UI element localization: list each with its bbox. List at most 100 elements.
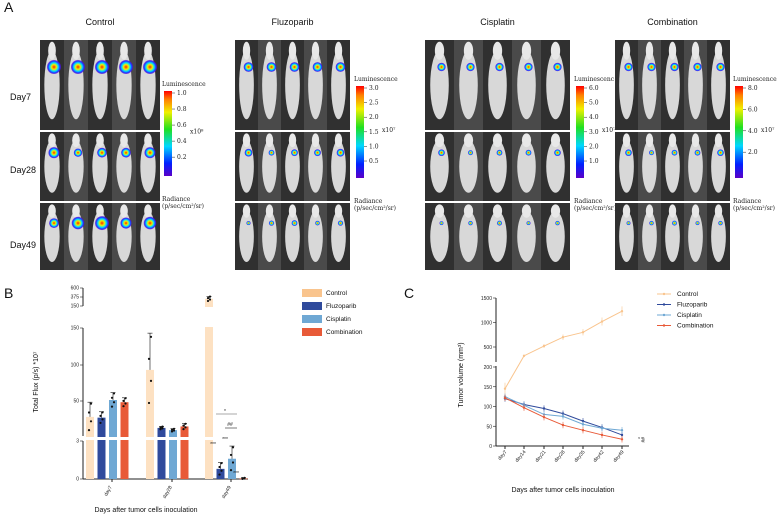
mouse-image (68, 140, 84, 193)
data-point (184, 426, 187, 429)
bioluminescence-signal (49, 218, 59, 229)
mouse-image (711, 211, 726, 262)
y-tick-label: 150 (484, 385, 493, 391)
bioluminescence-signal (337, 220, 344, 226)
mouse-image (546, 140, 565, 193)
data-point (206, 296, 210, 300)
series-line-control (504, 310, 623, 389)
mouse-head (242, 204, 251, 218)
mouse-image (459, 50, 478, 120)
bioluminescence-signal (526, 221, 531, 226)
mouse-image (92, 140, 108, 193)
mouse-head (72, 133, 80, 148)
mouse-head (434, 133, 445, 148)
colorbar-tick-label: 3.0 (589, 129, 599, 136)
mouse-head (242, 133, 251, 148)
mouse-head (96, 133, 104, 148)
bioluminescence-signal (268, 220, 275, 226)
bar-fluzoparib (216, 468, 225, 479)
data-point (159, 426, 162, 429)
data-point (600, 427, 604, 430)
colorbar-tick-label: 1.0 (589, 158, 599, 165)
x-tick-label: day28 (553, 449, 566, 463)
colorbar (356, 86, 364, 178)
x-tick-label: day28 (162, 485, 174, 500)
mouse-image (688, 211, 703, 262)
data-point (110, 405, 114, 408)
mouse-image (517, 211, 536, 262)
colorbar-title: Luminescence (162, 81, 206, 88)
mouse-head (311, 204, 320, 218)
y-tick-label: 1000 (481, 321, 492, 327)
legend-swatch (302, 328, 322, 336)
mouse-head (96, 41, 104, 60)
bar-cisplatin (109, 400, 117, 441)
colorbar (735, 86, 743, 178)
mouse-head (120, 41, 128, 60)
mouse-image (665, 140, 680, 193)
mouse-head (48, 133, 56, 148)
mouse-image (308, 211, 323, 262)
mouse-head (492, 204, 503, 218)
colorbar-unit: Radiance (354, 198, 383, 205)
colorbar (576, 86, 584, 178)
data-point (561, 423, 565, 427)
mouse-image (285, 211, 300, 262)
data-point (620, 438, 624, 441)
mouse-image (642, 140, 657, 193)
mouse-head (144, 133, 152, 148)
x-tick-label: day21 (534, 449, 547, 463)
bioluminescence-signal (291, 220, 298, 227)
colorbar-tick-label: 1.0 (177, 90, 187, 97)
bioluminescence-signal (266, 62, 277, 72)
mouse-image (688, 50, 703, 120)
bioluminescence-signal (626, 221, 631, 226)
bioluminescence-signal (47, 60, 61, 74)
bioluminescence-signal (718, 220, 723, 226)
bar-combination (120, 441, 129, 479)
colorbar-exponent: x10⁷ (382, 127, 396, 134)
colorbar-tick-label: 2.0 (589, 143, 599, 150)
mouse-image (308, 50, 323, 120)
mouse-head (645, 133, 654, 148)
colorbar-tick-label: 0.6 (177, 122, 187, 129)
bioluminescence-signal (524, 62, 533, 72)
mouse-head (120, 204, 128, 218)
bioluminescence-signal (624, 62, 633, 72)
mouse-head (691, 133, 700, 148)
significance-marker: * (634, 437, 640, 439)
colorbar-unit: Radiance (733, 198, 762, 205)
mouse-head (48, 204, 56, 218)
bioluminescence-signal (695, 221, 700, 226)
data-point (241, 477, 244, 480)
bar-control (205, 328, 213, 441)
mouse-head (334, 133, 343, 148)
data-point (170, 428, 174, 431)
bar-cisplatin (169, 441, 177, 479)
data-point (581, 423, 585, 426)
panel-a-label: A (4, 0, 14, 15)
colorbar-tick-label: 0.4 (177, 138, 187, 145)
mouse-head (550, 41, 561, 60)
mouse-head (714, 204, 723, 218)
data-point (243, 476, 246, 479)
legend-label: Cisplatin (326, 316, 351, 323)
bioluminescence-signal (467, 150, 474, 156)
legend-label: Fluzoparib (326, 303, 357, 310)
bioluminescence-signal (647, 62, 656, 72)
mouse-head (434, 204, 445, 218)
bar-control (86, 441, 94, 479)
mouse-head (72, 41, 80, 60)
colorbar-unit: (p/sec/cm²/sr) (733, 205, 775, 212)
data-point (218, 465, 221, 469)
colorbar-tick-label: 4.0 (589, 114, 599, 121)
bioluminescence-signal (119, 60, 133, 74)
data-point (149, 379, 153, 382)
x-tick-label: day49 (612, 449, 625, 463)
data-point (112, 401, 116, 404)
data-point (229, 469, 233, 472)
significance-marker: ## (639, 437, 645, 443)
data-point (99, 421, 102, 425)
significance-marker: *** (210, 442, 216, 448)
colorbar-tick-label: 8.0 (748, 85, 758, 92)
